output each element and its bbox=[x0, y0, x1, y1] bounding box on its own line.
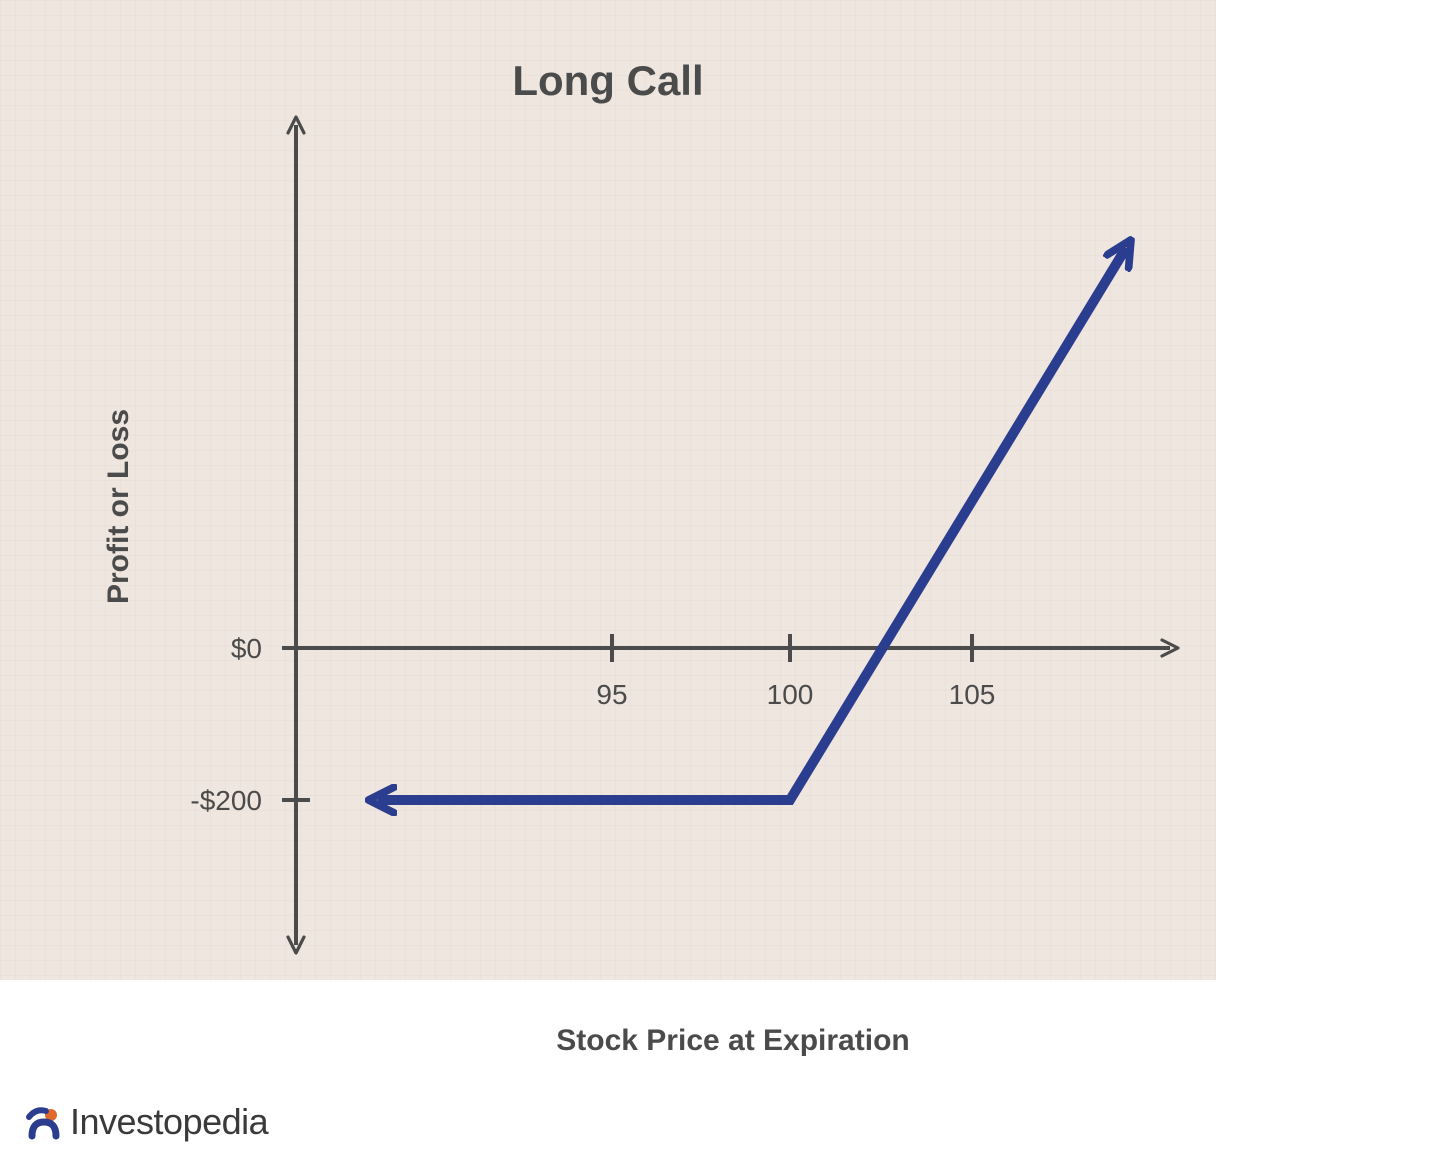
svg-text:Long Call: Long Call bbox=[512, 57, 703, 104]
chart-container: Long Call 95 100 105 $0 -$200 Profit or Loss St… bbox=[0, 0, 1456, 1173]
brand-logo: Investopedia bbox=[24, 1101, 268, 1143]
brand-name: Investopedia bbox=[70, 1101, 268, 1143]
svg-text:105: 105 bbox=[949, 679, 996, 710]
svg-text:Stock Price at Expiration: Stock Price at Expiration bbox=[556, 1024, 909, 1057]
svg-text:Profit or Loss: Profit or Loss bbox=[102, 409, 135, 604]
investopedia-icon bbox=[24, 1102, 64, 1142]
svg-text:95: 95 bbox=[596, 679, 627, 710]
payoff-chart: Long Call 95 100 105 $0 -$200 Profit or Loss St… bbox=[0, 0, 1456, 1173]
svg-text:$0: $0 bbox=[231, 633, 262, 664]
svg-text:100: 100 bbox=[767, 679, 814, 710]
svg-text:-$200: -$200 bbox=[190, 785, 262, 816]
